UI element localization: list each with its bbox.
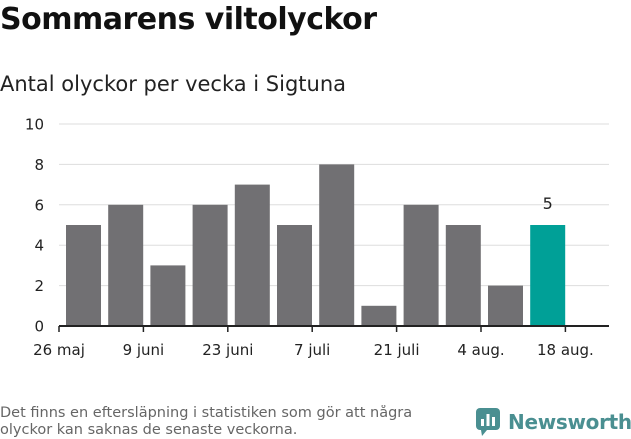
bar: [192, 204, 228, 326]
y-tick-label: 0: [34, 318, 44, 336]
bar: [108, 204, 144, 326]
bar: [403, 204, 439, 326]
data-label: 5: [543, 194, 553, 213]
x-tick-label: 18 aug.: [537, 341, 594, 359]
bar: [361, 305, 397, 326]
x-tick-label: 9 juni: [123, 341, 165, 359]
x-tick-label: 7 juli: [294, 341, 330, 359]
x-tick-label: 23 juni: [202, 341, 253, 359]
bar: [445, 225, 481, 326]
bar: [150, 265, 186, 326]
bar-highlight: [530, 225, 566, 326]
y-tick-label: 2: [34, 277, 44, 295]
bar: [488, 285, 523, 326]
x-tick-label: 21 juli: [374, 341, 420, 359]
chart-title: Sommarens viltolyckor: [0, 2, 377, 37]
newsworthy-logo-icon: [476, 408, 500, 436]
footnote: Det finns en eftersläpning i statistiken…: [0, 405, 413, 438]
y-tick-label: 4: [34, 237, 44, 255]
bar: [234, 184, 270, 326]
y-tick-label: 8: [34, 156, 44, 174]
brand-logo[interactable]: Newsworthy: [476, 408, 631, 436]
x-tick-label: 4 aug.: [457, 341, 504, 359]
bar-chart: 0 2 4 6 8 10 5 26 maj 9 juni 23 juni 7 juli 21 juli…: [25, 116, 609, 359]
bar: [319, 164, 355, 326]
y-tick-label: 10: [25, 116, 44, 134]
chart-subtitle: Antal olyckor per vecka i Sigtuna: [0, 72, 347, 96]
bar: [66, 225, 101, 326]
x-tick-label: 26 maj: [33, 341, 85, 359]
y-tick-label: 6: [34, 196, 44, 214]
brand-name: Newsworthy: [508, 410, 631, 434]
bar: [277, 225, 312, 326]
